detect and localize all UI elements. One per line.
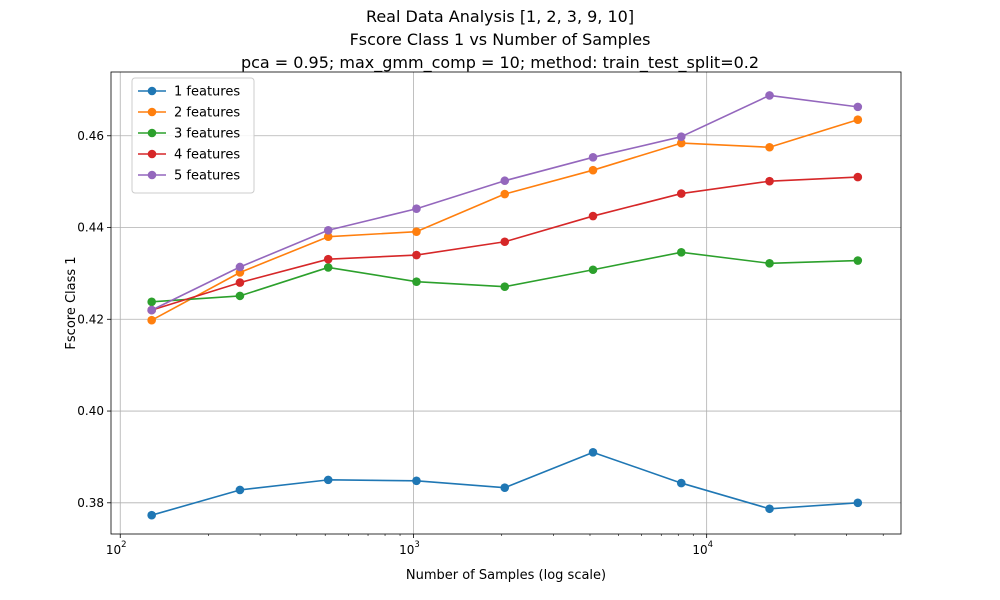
data-point [500, 282, 510, 292]
data-point [765, 176, 774, 186]
legend-label: 1 features [174, 85, 240, 100]
data-point [412, 227, 421, 236]
plot-frame [110, 71, 902, 535]
chart-title-line: pca = 0.95; max_gmm_comp = 10; method: t… [241, 53, 759, 73]
data-point [412, 476, 421, 486]
data-point [147, 305, 156, 315]
legend-label: 2 features [174, 106, 240, 121]
y-tick-label: 0.42 [77, 312, 104, 326]
data-point [676, 138, 686, 148]
data-point [853, 115, 863, 125]
plot-series [147, 91, 863, 520]
y-tick-label: 0.46 [77, 129, 104, 143]
data-point [147, 315, 156, 325]
data-point [323, 475, 333, 485]
series-2 [147, 115, 863, 325]
y-tick-label: 0.40 [77, 404, 104, 418]
data-point [323, 263, 333, 272]
series-5 [147, 91, 863, 315]
data-point [765, 91, 774, 100]
chart-title-line: Fscore Class 1 vs Number of Samples [350, 30, 651, 49]
data-point [853, 102, 863, 112]
legend-swatch-marker [147, 170, 157, 180]
legend-swatch-marker [147, 149, 157, 159]
x-tick-exponent: 3 [414, 540, 419, 550]
data-point [323, 225, 333, 235]
data-point [500, 189, 510, 199]
data-point [235, 485, 245, 495]
data-point [500, 483, 510, 492]
legend-swatch-marker [147, 128, 157, 138]
legend-label: 5 features [174, 169, 240, 184]
data-point [853, 256, 863, 265]
data-point [235, 278, 245, 287]
data-point [765, 259, 774, 268]
data-point [853, 172, 863, 182]
grid [111, 72, 901, 534]
data-point [412, 204, 421, 214]
chart-title-line: Real Data Analysis [1, 2, 3, 9, 10] [366, 7, 634, 26]
data-point [147, 510, 156, 520]
legend-item: 4 features [138, 148, 240, 163]
legend-label: 4 features [174, 148, 240, 163]
x-axis-ticks: 102 103 104 [106, 534, 884, 557]
data-point [147, 297, 156, 307]
data-point [676, 189, 686, 198]
x-axis-label: Number of Samples (log scale) [406, 568, 606, 583]
x-tick-exponent: 4 [708, 540, 713, 550]
legend-item: 1 features [138, 85, 240, 100]
data-point [323, 232, 333, 242]
data-point [588, 265, 598, 275]
legend-box [131, 77, 255, 194]
data-point [765, 142, 774, 152]
data-point [765, 504, 774, 514]
data-point [676, 248, 686, 257]
data-point [676, 132, 686, 141]
chart-title: Real Data Analysis [1, 2, 3, 9, 10] Fscor… [241, 7, 759, 73]
y-tick-label: 0.44 [77, 221, 104, 235]
data-point [412, 250, 421, 260]
data-point [235, 262, 245, 272]
legend-item: 3 features [138, 127, 240, 142]
x-tick-label: 104 [692, 540, 713, 557]
y-axis-label: Fscore Class 1 [64, 256, 79, 349]
data-point [235, 291, 245, 301]
legend-swatch-marker [147, 107, 157, 117]
legend-item: 5 features [138, 169, 240, 184]
series-3 [147, 248, 863, 307]
x-tick-label: 103 [399, 540, 420, 557]
data-point [412, 277, 421, 286]
legend-item: 2 features [138, 106, 240, 121]
data-point [588, 211, 598, 221]
data-point [500, 237, 510, 247]
y-axis-ticks: 0.38 0.40 0.42 0.44 0.46 [77, 129, 111, 510]
data-point [676, 478, 686, 488]
legend-label: 3 features [174, 127, 240, 142]
legend: 1 features 2 features 3 features 4 features… [131, 77, 255, 194]
data-point [588, 165, 598, 175]
data-point [500, 176, 510, 186]
data-point [588, 448, 598, 457]
x-tick-exponent: 2 [121, 540, 126, 550]
data-point [588, 153, 598, 162]
data-point [853, 498, 863, 508]
y-tick-label: 0.38 [77, 496, 104, 510]
legend-swatch-marker [147, 86, 157, 96]
x-tick-label: 102 [106, 540, 127, 557]
series-1 [147, 448, 863, 520]
data-point [323, 254, 333, 264]
